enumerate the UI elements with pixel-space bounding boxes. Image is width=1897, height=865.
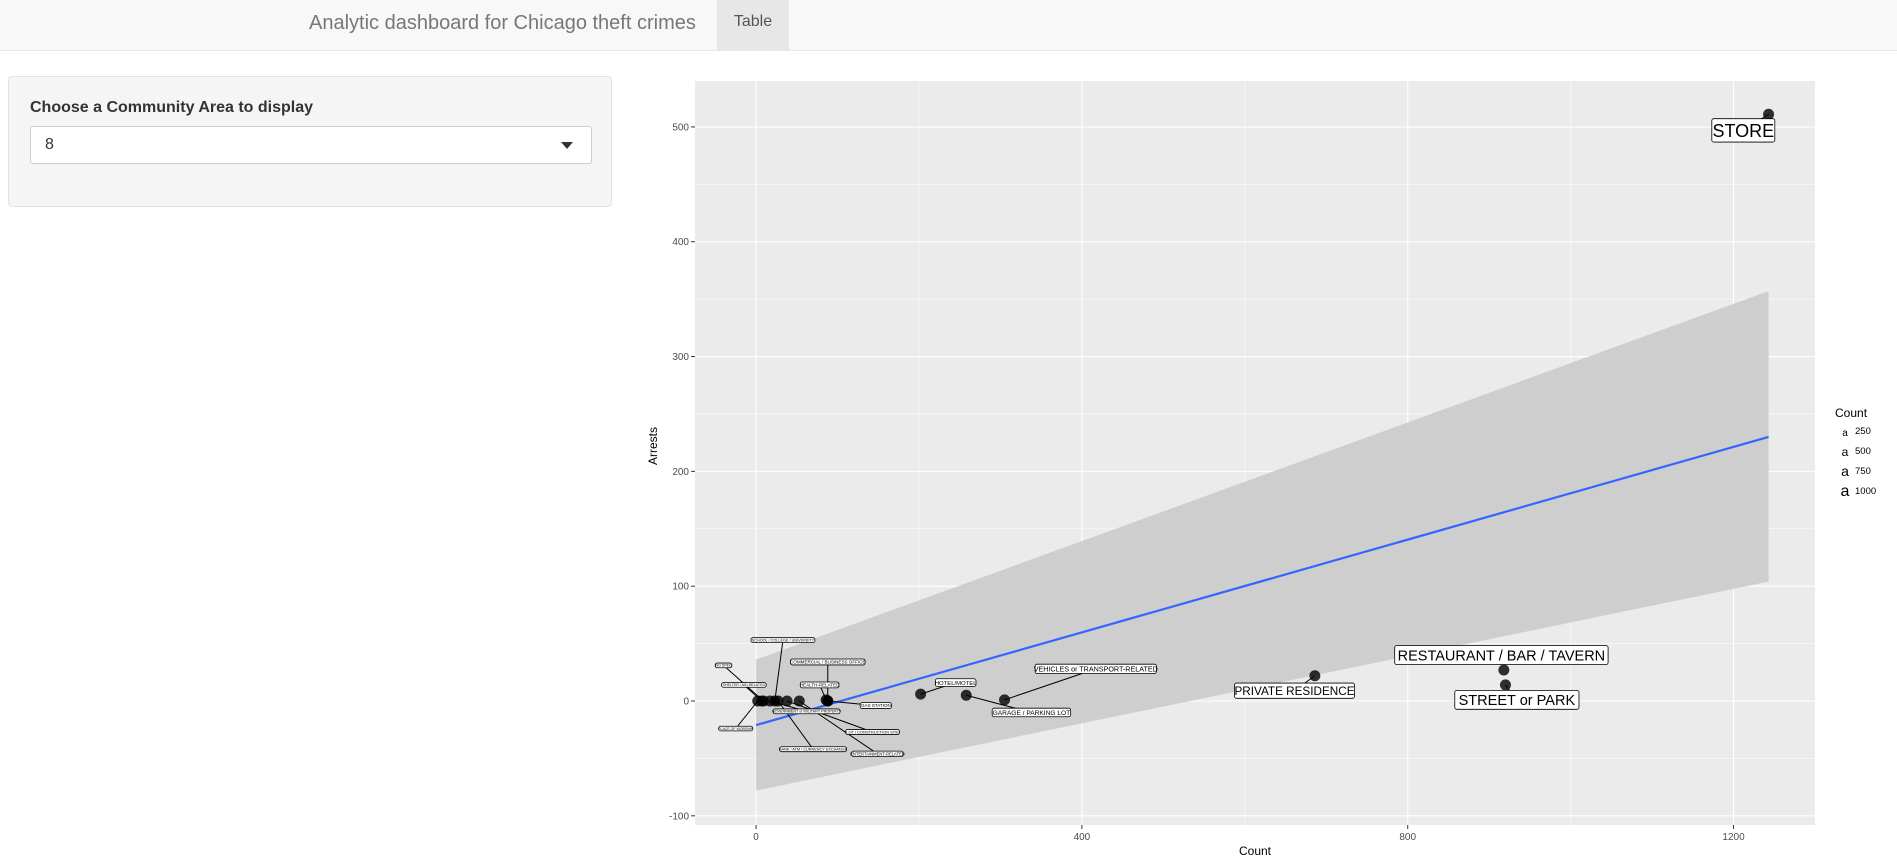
regression-line [755, 435, 1769, 727]
confidence-band [756, 291, 1769, 791]
data-label: ENTERTAINMENT-RELATED [850, 751, 905, 756]
data-label: STORE [1712, 121, 1774, 141]
data-points [752, 108, 1775, 707]
confidence-band-area [756, 291, 1769, 791]
x-axis-title: Count [1239, 844, 1272, 858]
data-point [1499, 679, 1511, 691]
data-label: COMMERCIAL / BUSINESS OFFICE [790, 660, 865, 665]
data-label: STREET or PARK [1459, 693, 1576, 709]
community-area-label: Choose a Community Area to display [30, 99, 314, 116]
data-label-box [718, 725, 754, 732]
point-labels: STORE RESTAURANT / BAR / TAVERN STREET or … [714, 118, 1776, 757]
community-area-select-value: 8 [45, 136, 54, 153]
legend-glyph-750: a [1841, 463, 1849, 479]
data-label: PRIVATE RESIDENCE [1234, 685, 1354, 698]
data-point [915, 688, 927, 700]
data-label-box [1034, 663, 1157, 674]
y-tick-label: 300 [672, 352, 689, 363]
app-title[interactable]: Analytic dashboard for Chicago theft cri… [309, 12, 696, 34]
data-point [822, 695, 834, 707]
data-label-box [1394, 645, 1609, 665]
legend-title: Count [1835, 406, 1868, 420]
regression-line-path [755, 435, 1769, 727]
data-label: GOVERNMENT or MILITARY PROPERTY [772, 710, 842, 714]
data-point [999, 694, 1011, 706]
tab-table[interactable]: Table [717, 0, 789, 50]
data-point [1309, 670, 1321, 682]
legend-label-1000: 1000 [1855, 486, 1876, 497]
data-label-box [750, 637, 816, 644]
legend-label-750: 750 [1855, 466, 1871, 477]
arrests-vs-count-chart: 0 400 800 1200 -100 0 100 200 300 400 500 STORE RES… [646, 81, 1876, 858]
data-label-box [1234, 682, 1355, 699]
legend-glyph-500: a [1842, 445, 1849, 459]
data-point [752, 695, 764, 707]
data-label-box [721, 682, 767, 688]
sidebar-panel: Choose a Community Area to display 8 [8, 76, 612, 207]
y-tick-label: 400 [672, 237, 689, 248]
x-tick-label: 0 [753, 832, 759, 843]
data-label: HOTEL/MOTEL [935, 681, 977, 687]
x-tick-label: 400 [1074, 832, 1091, 843]
x-tick-label: 800 [1399, 832, 1416, 843]
legend: Count a 250 a 500 a 750 a 1000 [1835, 406, 1876, 500]
data-label: SCHOOL / COLLEGE / UNIVERSITY [752, 639, 815, 643]
data-label-box [714, 662, 733, 669]
y-axis-title: Arrests [646, 427, 660, 465]
data-point [1498, 664, 1510, 676]
data-point [781, 695, 793, 707]
data-label-box [845, 729, 900, 735]
data-point [960, 689, 972, 701]
legend-glyph-250: a [1842, 428, 1848, 439]
data-label: HEALTH-RELATED [800, 683, 840, 688]
y-tick-label: 0 [683, 697, 689, 708]
legend-glyph-1000: a [1841, 483, 1850, 500]
data-label: NO SPEC [715, 664, 732, 668]
data-label-box [772, 708, 841, 715]
data-label: GAS STATION [861, 703, 891, 708]
community-area-select[interactable]: 8 [30, 126, 592, 164]
data-label: GARAGE / PARKING LOT [993, 710, 1071, 717]
y-tick-label: 200 [672, 467, 689, 478]
data-label-box [859, 702, 892, 709]
x-tick-label: 1200 [1722, 832, 1745, 843]
data-label: VEHICLES or TRANSPORT-RELATED [1034, 665, 1158, 673]
leader-line [786, 700, 873, 733]
data-label-box [799, 681, 840, 689]
y-tick-label: 500 [672, 122, 689, 133]
data-label: SHELTER / AID-RELATED [723, 683, 766, 687]
data-label-box [991, 707, 1072, 718]
y-tick-label: -100 [669, 811, 689, 822]
y-tick-label: 100 [672, 582, 689, 593]
data-label-box [790, 658, 866, 666]
axes: 0 400 800 1200 -100 0 100 200 300 400 500 [669, 122, 1745, 843]
data-label: LOT / CONSTRUCTION SITE [846, 729, 899, 734]
legend-label-250: 250 [1855, 426, 1871, 437]
data-label-box [1711, 118, 1776, 143]
leader-line [735, 700, 759, 729]
navbar: Analytic dashboard for Chicago theft cri… [0, 0, 1897, 51]
data-label-box [934, 678, 977, 687]
leader-line [774, 640, 784, 702]
leader-line [1004, 668, 1096, 701]
data-label-box [1454, 690, 1580, 710]
data-label: BANK / ATM / CURRENCY EXCHANGE [779, 748, 848, 752]
data-label-box [779, 746, 847, 753]
data-label-box [851, 750, 904, 757]
chevron-down-icon [561, 142, 573, 149]
data-point [1763, 108, 1775, 120]
legend-label-500: 500 [1855, 446, 1871, 457]
data-label: PLACE OF WORSHIP [718, 727, 754, 731]
data-point [793, 695, 805, 707]
data-label: RESTAURANT / BAR / TAVERN [1398, 648, 1606, 664]
